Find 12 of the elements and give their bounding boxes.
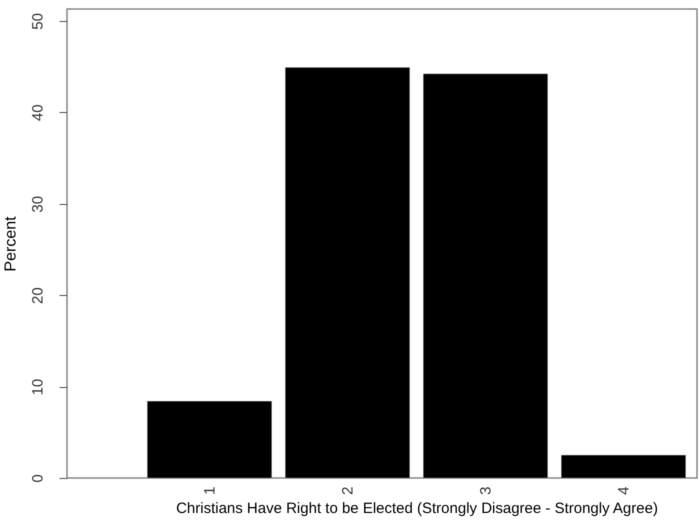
y-tick-label: 40 (30, 104, 46, 122)
x-axis-title: Christians Have Right to be Elected (Strongly Disagree - Strongly Agree) (176, 500, 658, 517)
x-tick-label: 3 (478, 486, 494, 495)
x-tick-label: 2 (340, 486, 356, 495)
y-tick-label: 0 (30, 474, 46, 483)
y-tick-label: 20 (30, 287, 46, 304)
y-tick-label: 50 (30, 13, 46, 30)
y-tick-label: 10 (30, 378, 46, 396)
y-tick-label: 30 (30, 196, 46, 213)
y-axis-title: Percent (2, 216, 20, 272)
x-tick-label: 1 (202, 486, 218, 495)
x-tick-label: 4 (616, 486, 632, 495)
